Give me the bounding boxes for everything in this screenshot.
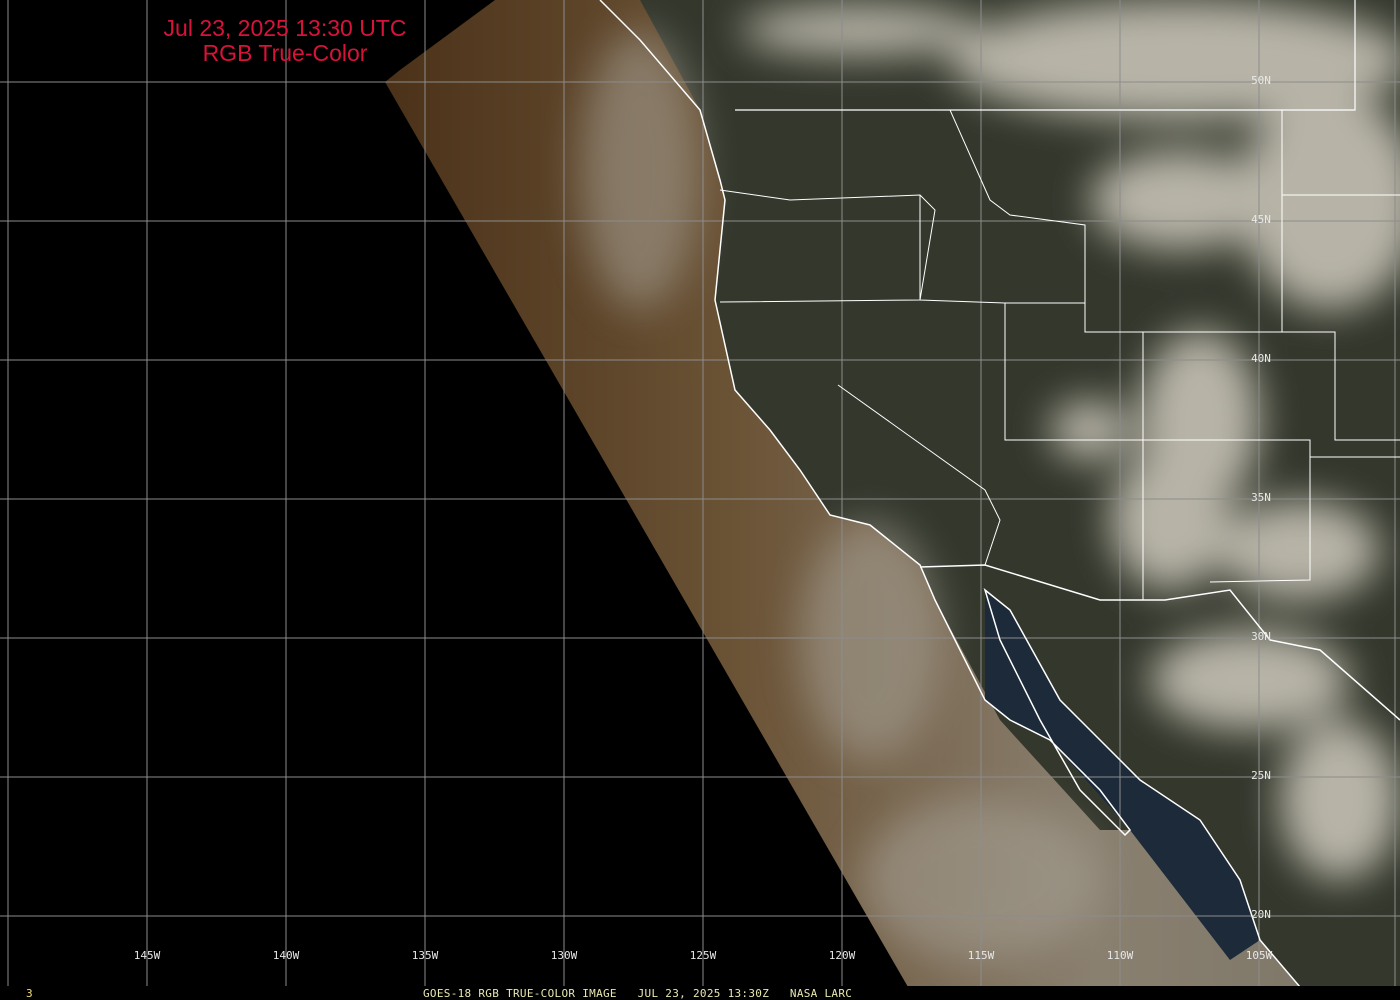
image-title: Jul 23, 2025 13:30 UTC RGB True-Color <box>160 16 410 66</box>
gulf-of-california <box>985 590 1260 960</box>
us-mexico-border <box>919 564 1400 721</box>
image-caption: GOES-18 RGB TRUE-COLOR IMAGE JUL 23, 202… <box>423 987 853 1000</box>
footer-bar: 3 GOES-18 RGB TRUE-COLOR IMAGE JUL 23, 2… <box>0 986 1400 1000</box>
longitude-label: 145W <box>133 949 161 962</box>
latitude-label: 35N <box>1251 491 1271 504</box>
latitude-label: 20N <box>1251 908 1271 921</box>
title-timestamp: Jul 23, 2025 13:30 UTC <box>163 15 407 41</box>
latitude-label: 40N <box>1251 352 1271 365</box>
frame-number: 3 <box>26 987 33 1000</box>
longitude-label: 110W <box>1106 949 1134 962</box>
latitude-label: 50N <box>1251 74 1271 87</box>
longitude-label: 125W <box>689 949 717 962</box>
imagery-swath <box>385 0 1400 987</box>
latitude-label: 30N <box>1251 630 1271 643</box>
latitude-label: 25N <box>1251 769 1271 782</box>
longitude-label: 120W <box>828 949 856 962</box>
longitude-label: 140W <box>272 949 300 962</box>
longitude-label: 115W <box>967 949 995 962</box>
longitude-label: 105W <box>1245 949 1273 962</box>
longitude-label: 130W <box>550 949 578 962</box>
latitude-label: 45N <box>1251 213 1271 226</box>
clouds <box>740 0 1400 880</box>
coastline <box>599 0 1301 988</box>
political-boundaries <box>599 0 1400 988</box>
longitude-label: 135W <box>411 949 439 962</box>
title-product: RGB True-Color <box>202 40 368 66</box>
